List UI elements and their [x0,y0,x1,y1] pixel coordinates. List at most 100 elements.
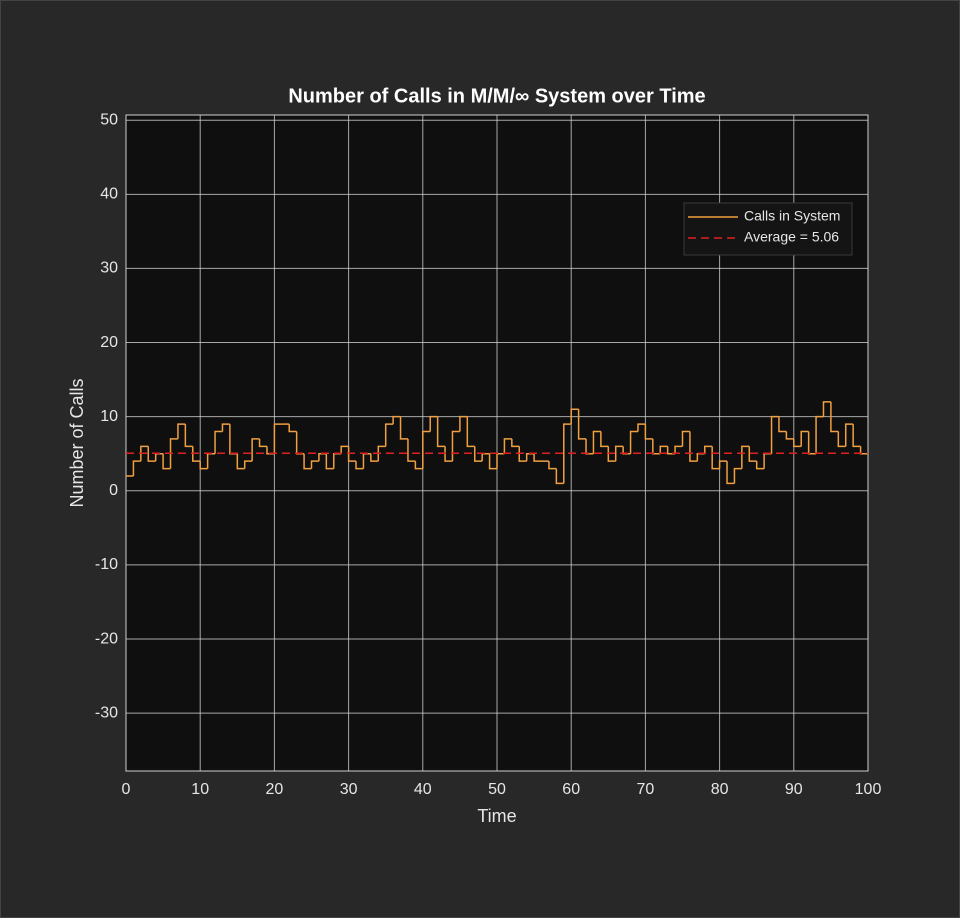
chart-title: Number of Calls in M/M/∞ System over Tim… [288,85,705,107]
step [637,423,646,432]
y-tick-label: 50 [100,111,118,128]
x-tick-label: 20 [266,781,284,798]
x-tick-label: 60 [562,781,580,798]
step [303,453,312,470]
step [243,460,253,469]
axes-frame [125,114,869,772]
step [689,431,698,462]
y-tick-label: 0 [109,482,118,499]
legend-label: Average = 5.06 [744,229,839,245]
step [852,424,861,448]
x-tick-label: 0 [122,781,131,798]
step [563,423,572,484]
step [704,445,713,454]
legend-box [683,202,853,256]
step [340,445,349,454]
step [644,424,653,440]
step [488,453,497,470]
step [837,431,846,448]
step [273,423,282,454]
step [422,430,431,469]
step [414,461,423,470]
y-tick-label: 20 [100,334,118,351]
y-tick-label: 30 [100,260,118,277]
step [511,438,520,448]
step [355,461,364,470]
y-tick-label: -10 [95,556,118,573]
step [184,424,193,448]
step [399,416,408,440]
step [147,446,156,462]
step [429,415,438,432]
y-axis-label: Number of Calls [67,378,87,507]
step [607,446,616,462]
step [392,415,401,425]
step [741,445,750,469]
x-tick-label: 90 [785,781,803,798]
y-tick-label: -30 [95,704,118,721]
x-tick-label: 10 [191,781,209,798]
step [370,453,379,462]
step [733,467,742,484]
step [681,430,690,447]
step [459,415,468,432]
x-tick-label: 70 [637,781,655,798]
step [347,446,357,462]
y-tick-label: -20 [95,630,118,647]
step [377,445,386,462]
step [718,460,728,469]
step [830,401,839,433]
step [466,416,475,448]
step [503,438,512,454]
step [659,445,668,454]
step [384,423,394,447]
step [815,415,824,454]
step [444,446,453,462]
step [288,424,297,433]
step [451,430,460,462]
step [310,460,319,469]
step [600,431,609,448]
step [577,409,587,440]
y-tick-label: 10 [100,408,118,425]
x-tick-label: 80 [711,781,729,798]
step [533,453,542,462]
step [755,461,765,470]
y-tick-label: 40 [100,186,118,203]
step [822,401,831,417]
step [192,446,201,462]
step [570,408,579,425]
step [778,416,787,433]
step [258,438,267,448]
step [748,446,757,462]
step [785,431,794,440]
step [548,461,557,470]
step [770,415,779,454]
legend-label: Calls in System [744,208,840,224]
step [199,461,208,470]
step [325,453,334,470]
x-axis-label: Time [477,806,516,826]
step [169,438,178,469]
step [614,445,624,462]
step [726,461,735,485]
step [236,453,245,470]
step [132,460,141,476]
x-tick-label: 40 [414,781,432,798]
step [221,423,230,432]
step [800,430,809,447]
step [629,430,638,454]
step [518,446,527,462]
step [407,438,416,462]
step [251,438,260,462]
step [473,446,483,462]
x-tick-label: 50 [488,781,506,798]
x-tick-label: 30 [340,781,358,798]
step [214,430,223,454]
step [140,445,149,462]
step [177,423,186,439]
step [844,423,854,447]
step [436,416,446,448]
step [162,453,171,470]
